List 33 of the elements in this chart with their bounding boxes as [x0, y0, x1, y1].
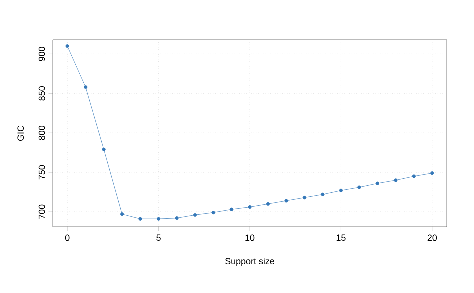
y-tick-label: 850: [38, 86, 46, 101]
point: [193, 213, 198, 217]
y-tick-label: 700: [38, 204, 46, 220]
point: [376, 182, 380, 186]
y-tick-label: 900: [38, 47, 46, 62]
y-tick-label: 750: [38, 165, 46, 180]
point: [266, 202, 270, 206]
y-axis-title: GIC: [18, 126, 24, 142]
point: [248, 205, 252, 210]
point: [412, 174, 416, 178]
point: [284, 199, 288, 203]
point: [321, 192, 325, 196]
x-tick-label: 15: [336, 234, 346, 242]
point: [230, 208, 234, 212]
point: [339, 188, 343, 192]
point: [394, 178, 398, 182]
point: [430, 172, 434, 176]
point: [175, 216, 179, 220]
point: [212, 211, 216, 215]
point: [138, 217, 142, 221]
x-tick-label: 10: [246, 234, 255, 242]
x-tick-label: 0: [65, 234, 70, 242]
y-tick-label: 800: [38, 126, 46, 140]
point: [120, 212, 124, 216]
point: [102, 148, 106, 152]
point: [302, 196, 307, 200]
point: [358, 186, 362, 190]
point: [84, 86, 88, 90]
x-axis-title: Support size: [225, 258, 275, 266]
point: [66, 44, 70, 48]
point: [157, 217, 161, 221]
x-tick-label: 20: [428, 234, 438, 242]
x-tick-label: 5: [156, 234, 161, 242]
